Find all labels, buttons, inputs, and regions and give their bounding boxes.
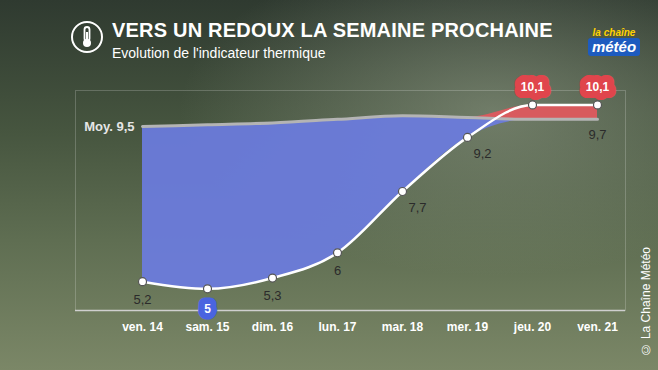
- svg-text:10,1: 10,1: [521, 80, 545, 94]
- svg-text:dim. 16: dim. 16: [252, 320, 294, 334]
- html-text:Evolution de l'indicateur ther: Evolution de l'indicateur thermique: [112, 45, 326, 61]
- svg-text:mar. 18: mar. 18: [382, 320, 424, 334]
- svg-text:6: 6: [334, 263, 341, 278]
- svg-text:Moy. 9,5: Moy. 9,5: [84, 119, 134, 134]
- html-text:la chaîne: la chaîne: [592, 27, 636, 38]
- svg-text:sam. 15: sam. 15: [185, 320, 229, 334]
- html-text:© La Chaîne Météo: © La Chaîne Météo: [639, 246, 653, 356]
- html-text:VERS UN REDOUX LA SEMAINE PROC: VERS UN REDOUX LA SEMAINE PROCHAINE: [112, 19, 553, 41]
- svg-text:5: 5: [204, 302, 211, 316]
- svg-text:mer. 19: mer. 19: [447, 320, 489, 334]
- svg-text:5,2: 5,2: [133, 292, 151, 307]
- svg-text:ven. 14: ven. 14: [122, 320, 163, 334]
- svg-text:9,7: 9,7: [588, 127, 606, 142]
- svg-text:9,2: 9,2: [474, 146, 492, 161]
- svg-text:10,1: 10,1: [586, 80, 610, 94]
- svg-text:jeu. 20: jeu. 20: [513, 320, 552, 334]
- svg-text:ven. 21: ven. 21: [577, 320, 618, 334]
- svg-text:5,3: 5,3: [263, 288, 281, 303]
- html-text:météo: météo: [591, 38, 637, 55]
- svg-text:7,7: 7,7: [409, 200, 427, 215]
- svg-text:lun. 17: lun. 17: [318, 320, 356, 334]
